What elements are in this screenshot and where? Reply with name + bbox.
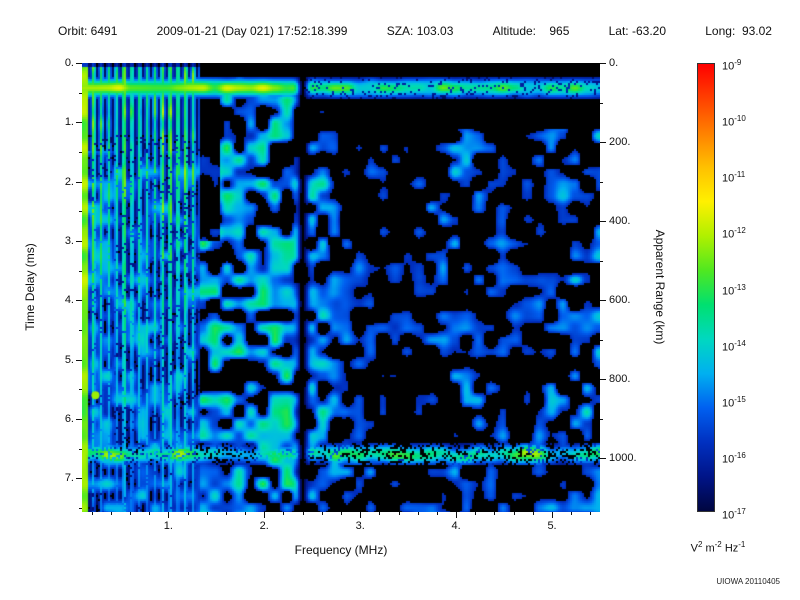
header-field: Lat: -63.20 (608, 24, 666, 38)
header-info: Orbit: 6491 2009-01-21 (Day 021) 17:52:18… (58, 24, 772, 38)
axis-tick (475, 512, 477, 515)
colorbar-tick-label: 10-11 (722, 170, 746, 185)
axis-tick (600, 339, 603, 341)
axis-tick (600, 260, 603, 262)
y-left-tick-label: 6. (64, 412, 74, 425)
colorbar-tick-label: 10-16 (722, 450, 746, 466)
axis-tick (264, 512, 266, 518)
axis-tick (532, 512, 534, 515)
colorbar-tick-label: 10-15 (722, 394, 746, 410)
header-field: Long: 93.02 (705, 24, 772, 38)
axis-tick (590, 512, 592, 515)
axis-tick (600, 102, 603, 104)
x-axis-label: Frequency (MHz) (294, 543, 388, 557)
spectrogram-canvas (82, 63, 600, 512)
axis-tick (456, 512, 458, 518)
axis-tick (76, 478, 82, 480)
axis-tick (76, 63, 82, 64)
y-left-tick-label: 7. (64, 472, 74, 485)
axis-tick (149, 512, 151, 515)
colorbar-tick-label: 10-9 (722, 58, 742, 73)
axis-tick (600, 221, 606, 223)
axis-tick (360, 512, 362, 518)
axis-tick (76, 300, 82, 302)
header-field: 2009-01-21 (Day 021) 17:52:18.399 (156, 24, 348, 38)
axis-tick (76, 418, 82, 420)
axis-tick (398, 512, 400, 515)
axis-tick (79, 92, 82, 94)
y-axis-label-right: Apparent Range (km) (653, 229, 667, 345)
x-tick-label: 3. (355, 520, 365, 532)
y-right-tick-label: 0. (609, 57, 619, 69)
axis-tick (341, 512, 342, 515)
axis-tick (302, 512, 304, 515)
axis-tick (79, 389, 82, 391)
header-field: SZA: 103.03 (386, 24, 454, 38)
axis-tick (79, 507, 82, 509)
axis-tick (600, 181, 603, 183)
colorbar-tick-label: 10-14 (722, 338, 746, 354)
header-field: Orbit: 6491 (58, 24, 118, 38)
colorbar-tick-label: 10-17 (722, 507, 746, 522)
axis-tick (91, 512, 93, 515)
y-left-tick-label: 5. (64, 353, 74, 366)
x-tick-label: 5. (547, 520, 557, 532)
axis-tick (79, 329, 82, 331)
x-tick-label: 2. (259, 520, 269, 532)
y-left-tick-label: 1. (64, 116, 74, 129)
axis-tick (79, 448, 82, 450)
axis-tick (79, 151, 82, 153)
axis-tick (79, 211, 82, 213)
y-right-tick-label: 600. (609, 294, 631, 307)
header-field: Altitude: 965 (492, 24, 570, 38)
axis-tick (600, 458, 606, 460)
colorbar-tick-label: 10-10 (722, 114, 746, 129)
axis-tick (571, 512, 573, 515)
y-left-tick-label: 4. (64, 294, 74, 307)
x-tick-label: 1. (163, 520, 173, 532)
axis-tick (600, 63, 606, 64)
axis-tick (79, 270, 82, 272)
axis-tick (168, 512, 170, 518)
axis-tick (206, 512, 208, 515)
axis-tick (187, 512, 189, 515)
axis-tick (494, 512, 496, 515)
axis-tick (513, 512, 515, 515)
y-left-tick-label: 2. (64, 175, 74, 188)
axis-tick (379, 512, 381, 515)
y-left-tick-label: 3. (64, 234, 74, 247)
y-right-tick-label: 800. (609, 373, 631, 386)
axis-tick (129, 512, 131, 515)
axis-tick (600, 142, 606, 144)
x-tick-label: 4. (451, 520, 461, 532)
y-left-tick-label: 0. (64, 57, 74, 69)
y-right-tick-label: 1000. (609, 452, 637, 465)
axis-tick (436, 512, 438, 515)
axis-tick (245, 512, 247, 515)
axis-tick (283, 512, 285, 515)
axis-tick (552, 512, 554, 518)
axis-tick (76, 122, 82, 124)
axis-tick (76, 359, 82, 361)
axis-tick (225, 512, 227, 515)
axis-tick (600, 300, 606, 302)
axis-tick (110, 512, 112, 515)
plot-area (82, 63, 600, 512)
axis-tick (76, 181, 82, 183)
colorbar-gradient (697, 63, 715, 512)
axis-tick (417, 512, 419, 515)
colorbar-unit-label: V2 m-2 Hz-1 (690, 540, 746, 555)
axis-tick (321, 512, 323, 515)
watermark: UIOWA 20110405 (716, 577, 780, 586)
axis-tick (600, 418, 603, 420)
y-axis-label-left: Time Delay (ms) (23, 243, 37, 331)
colorbar-tick-label: 10-12 (722, 226, 746, 242)
colorbar-tick-label: 10-13 (722, 282, 746, 298)
y-right-tick-label: 200. (609, 136, 631, 149)
axis-tick (76, 240, 82, 242)
axis-tick (600, 379, 606, 381)
y-right-tick-label: 400. (609, 215, 631, 228)
